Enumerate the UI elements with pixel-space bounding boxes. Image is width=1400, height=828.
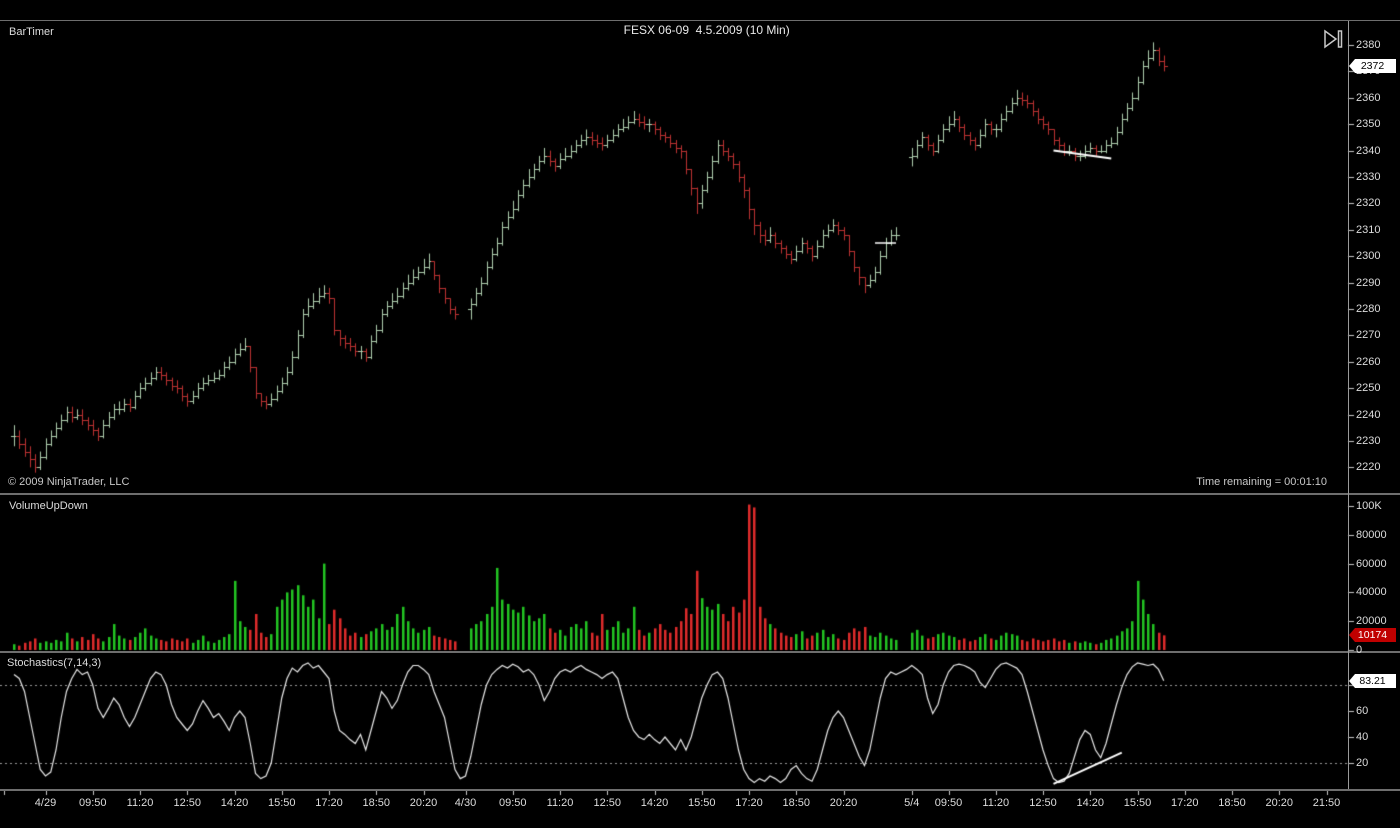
price-tick-label: 2350 (1356, 118, 1381, 131)
volume-tick-label: 60000 (1356, 557, 1387, 570)
time-tick-label: 11:20 (982, 797, 1010, 809)
price-tick-label: 2240 (1356, 408, 1381, 421)
price-tick-label: 2290 (1356, 276, 1381, 289)
time-tick-label: 12:50 (1029, 797, 1057, 809)
stoch-tick-label: 60 (1356, 705, 1369, 717)
price-tick-label: 2340 (1356, 144, 1381, 157)
time-tick-label: 09:50 (498, 797, 527, 809)
time-tick-label: 17:20 (735, 797, 763, 809)
last-stoch-value: 83.21 (1359, 675, 1386, 687)
time-tick-label: 21:50 (1312, 797, 1341, 809)
time-tick-label: 4/30 (454, 797, 477, 809)
go-to-last-bar-icon[interactable] (1322, 29, 1346, 54)
volume-tick-label: 40000 (1356, 586, 1387, 599)
time-tick-label: 20:20 (829, 797, 858, 809)
time-tick-label: 14:20 (220, 797, 249, 809)
volume-axis[interactable]: 100K 80000 60000 40000 20000 0 (1348, 493, 1400, 656)
time-tick-label: 12:50 (173, 797, 202, 809)
price-tick-label: 2280 (1356, 303, 1381, 315)
stoch-axis[interactable]: 80604020 (1348, 651, 1400, 789)
time-tick-label: 11:20 (546, 797, 574, 809)
time-tick-label: 5/4 (904, 797, 920, 809)
indicator-label-stochastics: Stochastics(7,14,3) (7, 657, 102, 669)
volume-tick-label: 20000 (1356, 615, 1387, 628)
time-tick-label: 18:50 (362, 797, 391, 809)
time-tick-label: 15:50 (687, 797, 716, 809)
value-axis-line (1348, 21, 1349, 789)
time-tick-label: 14:20 (1076, 797, 1105, 809)
volume-tick-label: 0 (1356, 644, 1363, 656)
time-tick-label: 15:50 (267, 797, 296, 809)
indicator-label-bartimer: BarTimer (9, 26, 54, 38)
price-tick-label: 2380 (1356, 39, 1381, 51)
time-tick-label: 20:20 (1265, 797, 1294, 809)
time-tick-label: 12:50 (593, 797, 622, 809)
time-tick-label: 09:50 (78, 797, 107, 809)
price-tick-label: 2300 (1356, 250, 1381, 263)
last-volume-badge: 10174 (1349, 628, 1396, 642)
price-tick-label: 2220 (1356, 461, 1381, 474)
time-tick-label: 18:50 (1218, 797, 1246, 809)
time-remaining-text: Time remaining = 00:01:10 (1196, 476, 1327, 488)
last-price-badge: 2372 (1349, 59, 1396, 73)
time-tick-label: 09:50 (934, 797, 963, 809)
price-tick-label: 2250 (1356, 382, 1381, 395)
time-tick-label: 17:20 (1170, 797, 1199, 809)
volume-tick-label: 80000 (1356, 528, 1387, 541)
price-volume-divider[interactable] (0, 493, 1400, 495)
time-tick-label: 17:20 (315, 797, 343, 809)
time-tick-label: 14:20 (640, 797, 669, 809)
volume-stoch-divider[interactable] (0, 651, 1400, 653)
price-tick-label: 2270 (1356, 329, 1381, 342)
last-price-value: 2372 (1360, 60, 1385, 72)
last-volume-value: 10174 (1357, 629, 1388, 641)
time-tick-label: 11:20 (126, 797, 154, 809)
price-tick-label: 2330 (1356, 171, 1381, 183)
time-tick-label: 15:50 (1123, 797, 1152, 809)
price-tick-label: 2260 (1356, 355, 1381, 368)
price-tick-label: 2310 (1356, 223, 1381, 236)
time-axis[interactable]: 4/29 09:50 11:20 12:50 14:20 15:50 17:20 18:50 2… (0, 790, 1400, 828)
time-tick-label: 4/29 (34, 797, 57, 809)
copyright-text: © 2009 NinjaTrader, LLC (8, 476, 130, 488)
stoch-timeaxis-divider (0, 789, 1400, 791)
price-tick-label: 2320 (1356, 197, 1381, 210)
stoch-tick-label: 40 (1356, 731, 1369, 743)
stoch-tick-label: 20 (1356, 757, 1369, 769)
time-tick-label: 20:20 (409, 797, 438, 809)
price-axis[interactable]: 2380237023602350234023302320231023002290… (1348, 21, 1400, 493)
price-tick-label: 2230 (1356, 435, 1381, 447)
price-tick-label: 2360 (1356, 91, 1381, 104)
last-stoch-badge: 83.21 (1349, 674, 1396, 688)
time-tick-label: 18:50 (782, 797, 811, 809)
volume-tick-label: 100K (1356, 500, 1382, 512)
indicator-label-volumeupdown: VolumeUpDown (9, 500, 88, 512)
